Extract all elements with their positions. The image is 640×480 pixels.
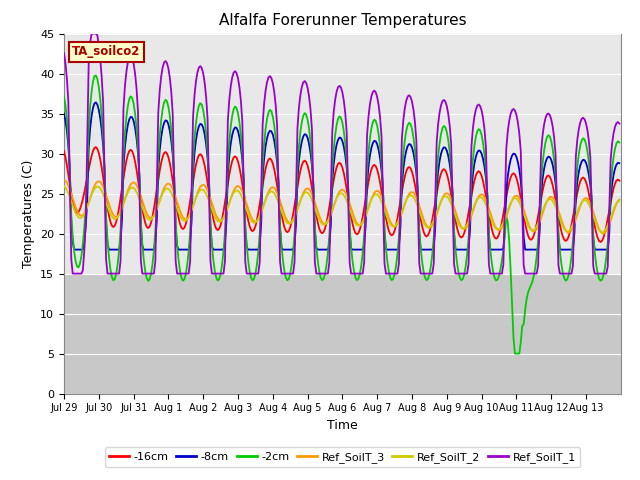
X-axis label: Time: Time (327, 419, 358, 432)
Bar (64, 274, 621, 394)
Title: Alfalfa Forerunner Temperatures: Alfalfa Forerunner Temperatures (219, 13, 466, 28)
Text: TA_soilco2: TA_soilco2 (72, 45, 141, 58)
Legend: -16cm, -8cm, -2cm, Ref_SoilT_3, Ref_SoilT_2, Ref_SoilT_1: -16cm, -8cm, -2cm, Ref_SoilT_3, Ref_Soil… (104, 447, 580, 467)
Y-axis label: Temperatures (C): Temperatures (C) (22, 159, 35, 268)
